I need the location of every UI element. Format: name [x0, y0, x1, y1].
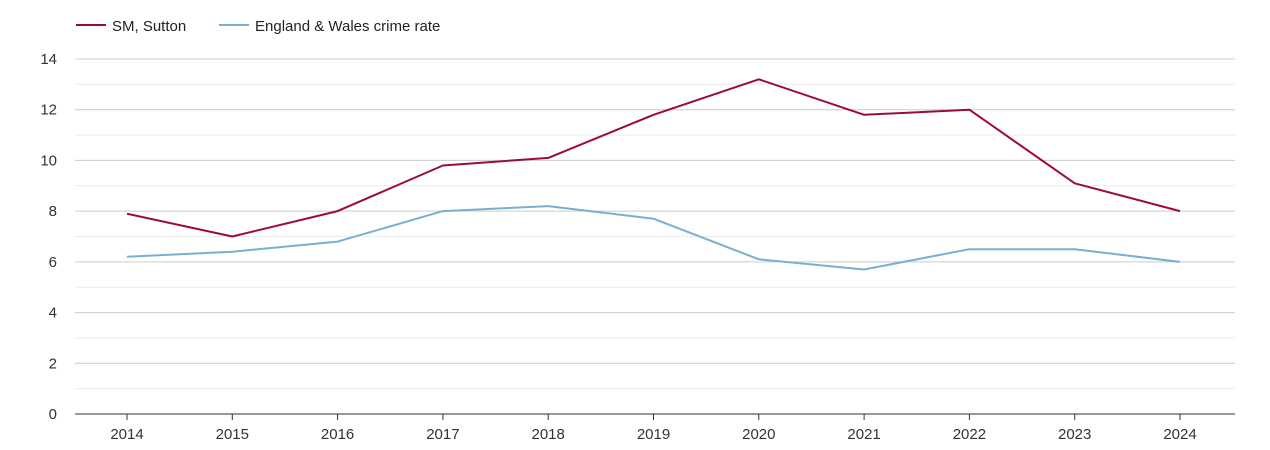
x-tick-label: 2021	[847, 426, 880, 443]
y-tick-label: 8	[49, 203, 57, 220]
grid	[75, 58, 1235, 390]
y-tick-label: 10	[40, 152, 57, 169]
x-tick-label: 2016	[321, 426, 354, 443]
x-tick-label: 2015	[216, 426, 249, 443]
legend: SM, Sutton England & Wales crime rate	[76, 18, 440, 35]
series-line-england-wales[interactable]	[126, 205, 1181, 271]
legend-label-sm-sutton: SM, Sutton	[112, 18, 186, 35]
x-tick-label: 2017	[426, 426, 459, 443]
x-tick-label: 2019	[637, 426, 670, 443]
y-tick-label: 2	[49, 355, 57, 372]
x-tick-label: 2014	[110, 426, 143, 443]
x-tick-label: 2020	[742, 426, 775, 443]
x-tick-label: 2018	[532, 426, 565, 443]
y-tick-label: 14	[40, 51, 57, 68]
legend-item-sm-sutton[interactable]: SM, Sutton	[76, 18, 186, 35]
x-tick-label: 2024	[1163, 426, 1196, 443]
y-tick-label: 12	[40, 102, 57, 119]
x-tick-label: 2022	[953, 426, 986, 443]
series-line-sm-sutton[interactable]	[126, 78, 1181, 238]
series	[126, 78, 1181, 271]
y-tick-label: 0	[49, 406, 57, 423]
x-tick-label: 2023	[1058, 426, 1091, 443]
axes: 0 2 4 6 8 10 12 14 2014 2015 2016 2017 2018 2019 2020 2…	[40, 51, 1235, 443]
y-tick-label: 4	[49, 305, 57, 322]
y-tick-label: 6	[49, 254, 57, 271]
legend-item-england-wales[interactable]: England & Wales crime rate	[219, 18, 440, 35]
legend-label-england-wales: England & Wales crime rate	[255, 18, 440, 35]
